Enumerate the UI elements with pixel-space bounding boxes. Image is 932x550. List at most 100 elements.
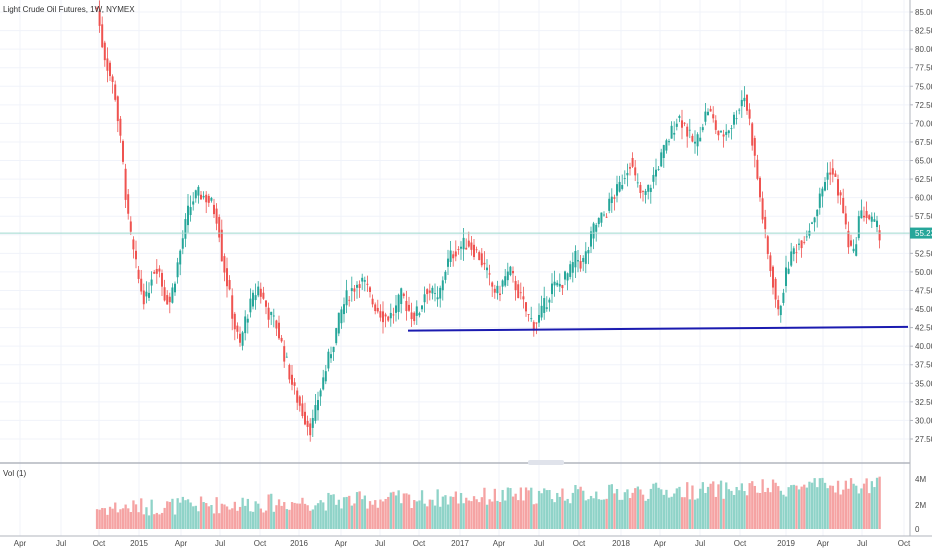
candle-body [337, 312, 340, 334]
candle-body [249, 298, 252, 313]
volume-bar [454, 491, 457, 529]
current-price-tag [910, 227, 932, 239]
volume-bar [644, 500, 647, 529]
volume-bar [862, 483, 866, 529]
volume-bar [756, 492, 759, 529]
time-tick-label: 2018 [612, 539, 630, 548]
candle-body [727, 130, 730, 134]
candle-body [782, 292, 785, 303]
candle-body [522, 296, 525, 300]
volume-bar [610, 484, 613, 529]
candle-body [189, 207, 192, 216]
volume-bar [400, 503, 403, 529]
candle-body [717, 130, 720, 136]
candle-body [512, 270, 514, 274]
volume-bar [808, 481, 811, 529]
candle-body [467, 240, 470, 247]
volume-bar [738, 490, 741, 529]
volume-bar [706, 486, 710, 529]
price-tick-label: 77.50 [915, 64, 932, 73]
volume-bar [535, 503, 538, 529]
volume-bar [574, 485, 577, 529]
volume-bar [483, 487, 486, 529]
candle-body [675, 123, 678, 127]
volume-bar [680, 497, 684, 529]
volume-bar [556, 492, 559, 529]
price-tick-label: 70.00 [915, 119, 932, 128]
candle-body [774, 278, 777, 300]
candle-body [504, 276, 507, 286]
volume-bar [615, 489, 619, 529]
candle-body [400, 288, 403, 305]
volume-bar [142, 514, 145, 529]
candle-body [629, 167, 631, 169]
volume-bar [358, 491, 361, 529]
volume-bar [545, 490, 548, 529]
candle-body [548, 299, 551, 303]
candle-body [712, 114, 715, 119]
volume-bar [634, 488, 637, 529]
candle-body [483, 262, 486, 265]
volume-bar [98, 509, 101, 529]
candle-body [246, 318, 249, 323]
volume-bar [649, 488, 652, 529]
volume-bar [150, 499, 153, 529]
volume-bar [389, 492, 392, 529]
volume-bar [844, 480, 847, 529]
candle-body [228, 280, 231, 290]
volume-bar [792, 484, 795, 529]
candle-body [735, 118, 738, 120]
candle-body [535, 322, 538, 324]
volume-indicator-label[interactable]: Vol (1) [3, 469, 26, 478]
candle-body [751, 123, 754, 146]
candle-body [558, 283, 561, 287]
price-tick-label: 60.00 [915, 194, 932, 203]
volume-bar [855, 485, 858, 529]
candle-body [805, 236, 808, 238]
candle-body [740, 99, 743, 107]
candle-body [140, 278, 143, 292]
candle-body [592, 223, 595, 239]
candle-body [595, 224, 598, 232]
volume-bar [667, 497, 671, 529]
candle-body [109, 62, 111, 77]
time-tick-label: Apr [175, 539, 188, 548]
volume-bar [270, 493, 273, 529]
candle-body [613, 197, 616, 199]
volume-bar [696, 498, 699, 529]
candle-body [826, 172, 829, 180]
candle-body [850, 240, 852, 246]
time-tick-label: Jul [534, 539, 544, 548]
pane-resize-handle[interactable] [528, 460, 564, 465]
price-axis[interactable]: 85.00 82.50 80.00 77.50 75.00 72.50 70.00 67.50… [910, 8, 932, 444]
volume-bar [246, 498, 249, 529]
candle-body [795, 252, 798, 254]
candle-body [244, 316, 247, 334]
volume-bar [777, 486, 780, 529]
candle-body [475, 249, 478, 251]
candle-body [452, 254, 455, 259]
volume-bar [309, 510, 312, 529]
candle-body [213, 204, 215, 215]
candle-body [756, 159, 759, 179]
volume-bar [657, 487, 660, 529]
volume-bar [420, 490, 424, 529]
volume-bar [740, 483, 743, 529]
volume-bar [823, 482, 827, 529]
volume-bar [264, 510, 268, 529]
candle-body [566, 273, 569, 281]
support-trendline[interactable] [407, 325, 909, 332]
volume-bar [348, 495, 351, 529]
time-tick-label: Oct [254, 539, 267, 548]
candle-body [683, 122, 686, 124]
candle-body [551, 283, 553, 295]
volume-bar [524, 487, 528, 529]
volume-bar [722, 498, 725, 529]
volume-bar [626, 489, 629, 529]
volume-bar [374, 500, 377, 529]
time-axis[interactable]: Apr Jul Oct 2015 Apr Jul Oct 2016 Apr Jul Oct 2017 A… [14, 539, 911, 548]
candle-body [519, 292, 522, 294]
volume-bar [743, 491, 746, 529]
volume-bar [605, 498, 608, 529]
volume-bar [173, 514, 177, 529]
